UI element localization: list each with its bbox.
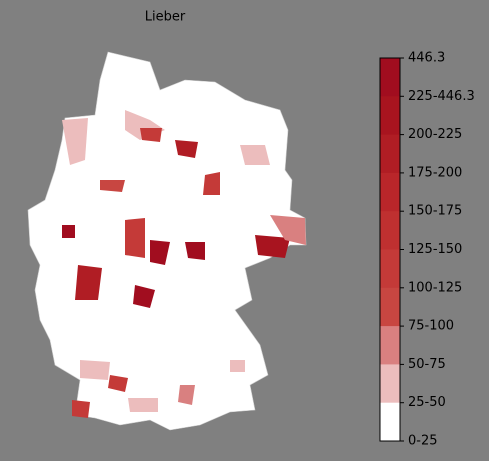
- region: [62, 225, 75, 238]
- colorbar-label: 100-125: [408, 280, 462, 295]
- colorbar-label: 150-175: [408, 204, 462, 219]
- region: [133, 285, 155, 308]
- region: [185, 242, 205, 260]
- colorbar-label: 0-25: [408, 434, 438, 449]
- region: [125, 218, 145, 258]
- colorbar-label: 446.3: [408, 51, 445, 66]
- colorbar-segment: [380, 96, 400, 136]
- colorbar-segment: [380, 134, 400, 174]
- colorbar-label: 175-200: [408, 165, 462, 180]
- region: [80, 360, 110, 380]
- germany-map: [27, 51, 307, 431]
- colorbar-label: 225-446.3: [408, 89, 475, 104]
- region: [140, 128, 162, 142]
- region: [75, 265, 102, 300]
- colorbar-segment: [380, 58, 400, 97]
- region: [150, 240, 170, 265]
- colorbar-segment: [380, 364, 400, 404]
- region: [100, 180, 125, 192]
- map-title: Lieber: [145, 10, 186, 25]
- region: [230, 360, 245, 372]
- colorbar-label: 200-225: [408, 127, 462, 142]
- colorbar-label: 75-100: [408, 319, 454, 334]
- colorbar-segment: [380, 402, 400, 442]
- colorbar-segment: [380, 287, 400, 327]
- region: [240, 145, 270, 165]
- region: [175, 140, 198, 158]
- colorbar-label: 50-75: [408, 357, 446, 372]
- region: [203, 172, 220, 195]
- colorbar-segment: [380, 326, 400, 365]
- country-outline: [27, 51, 307, 431]
- region: [72, 400, 90, 418]
- colorbar: 446.3 225-446.3 200-225 175-200 150-175 125-1…: [379, 51, 475, 449]
- colorbar-label: 25-50: [408, 395, 446, 410]
- region: [270, 215, 306, 245]
- colorbar-segment: [380, 249, 400, 289]
- region: [62, 118, 88, 165]
- colorbar-segment: [380, 211, 400, 250]
- region: [108, 375, 128, 392]
- region: [178, 385, 195, 405]
- region: [255, 235, 290, 258]
- colorbar-label: 125-150: [408, 242, 462, 257]
- colorbar-segment: [380, 172, 400, 212]
- region: [128, 398, 158, 412]
